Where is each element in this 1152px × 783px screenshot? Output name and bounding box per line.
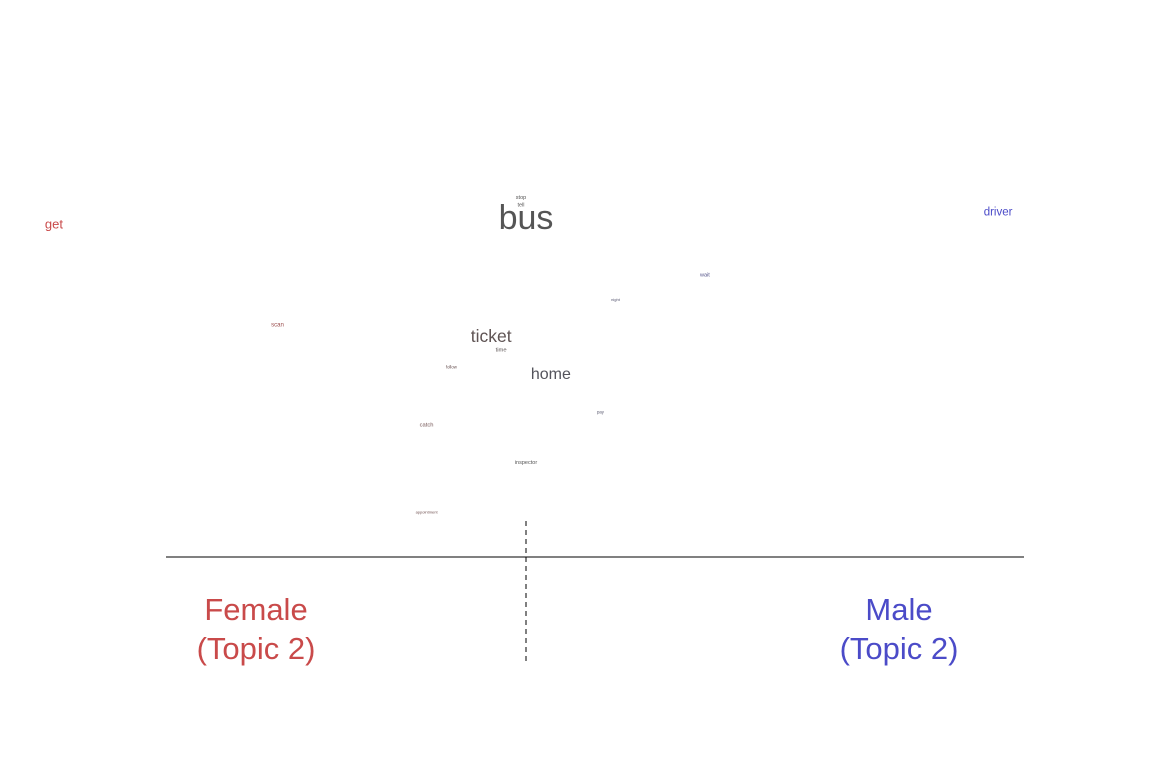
word-ticket: ticket	[471, 326, 512, 346]
word-stop: stop	[516, 195, 526, 201]
word-driver: driver	[984, 207, 1013, 219]
word-home: home	[531, 366, 571, 383]
word-bus: bus	[499, 199, 554, 237]
word-wait: wait	[699, 272, 710, 278]
male-topic-label: Male (Topic 2)	[799, 590, 999, 668]
word-night: night	[611, 297, 621, 302]
word-tell: tell	[517, 202, 524, 208]
word-catch: catch	[420, 423, 434, 429]
female-topic-label: Female (Topic 2)	[156, 590, 356, 668]
female-label-line-2: (Topic 2)	[196, 631, 316, 666]
male-label-line-1: Male	[865, 592, 933, 627]
word-time: time	[496, 348, 507, 354]
female-label-line-1: Female	[204, 592, 308, 627]
male-label-line-2: (Topic 2)	[839, 631, 959, 666]
word-get: get	[45, 216, 63, 231]
word-pay: pay	[597, 410, 605, 415]
word-appointment: appointment	[416, 510, 439, 515]
word-follow: follow	[446, 365, 458, 370]
word-scan: scan	[271, 322, 284, 329]
word-inspector: inspector	[515, 460, 537, 466]
